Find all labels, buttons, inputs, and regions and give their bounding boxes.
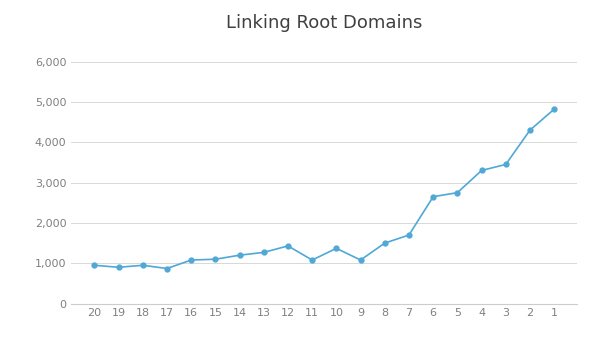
Title: Linking Root Domains: Linking Root Domains (226, 13, 422, 31)
